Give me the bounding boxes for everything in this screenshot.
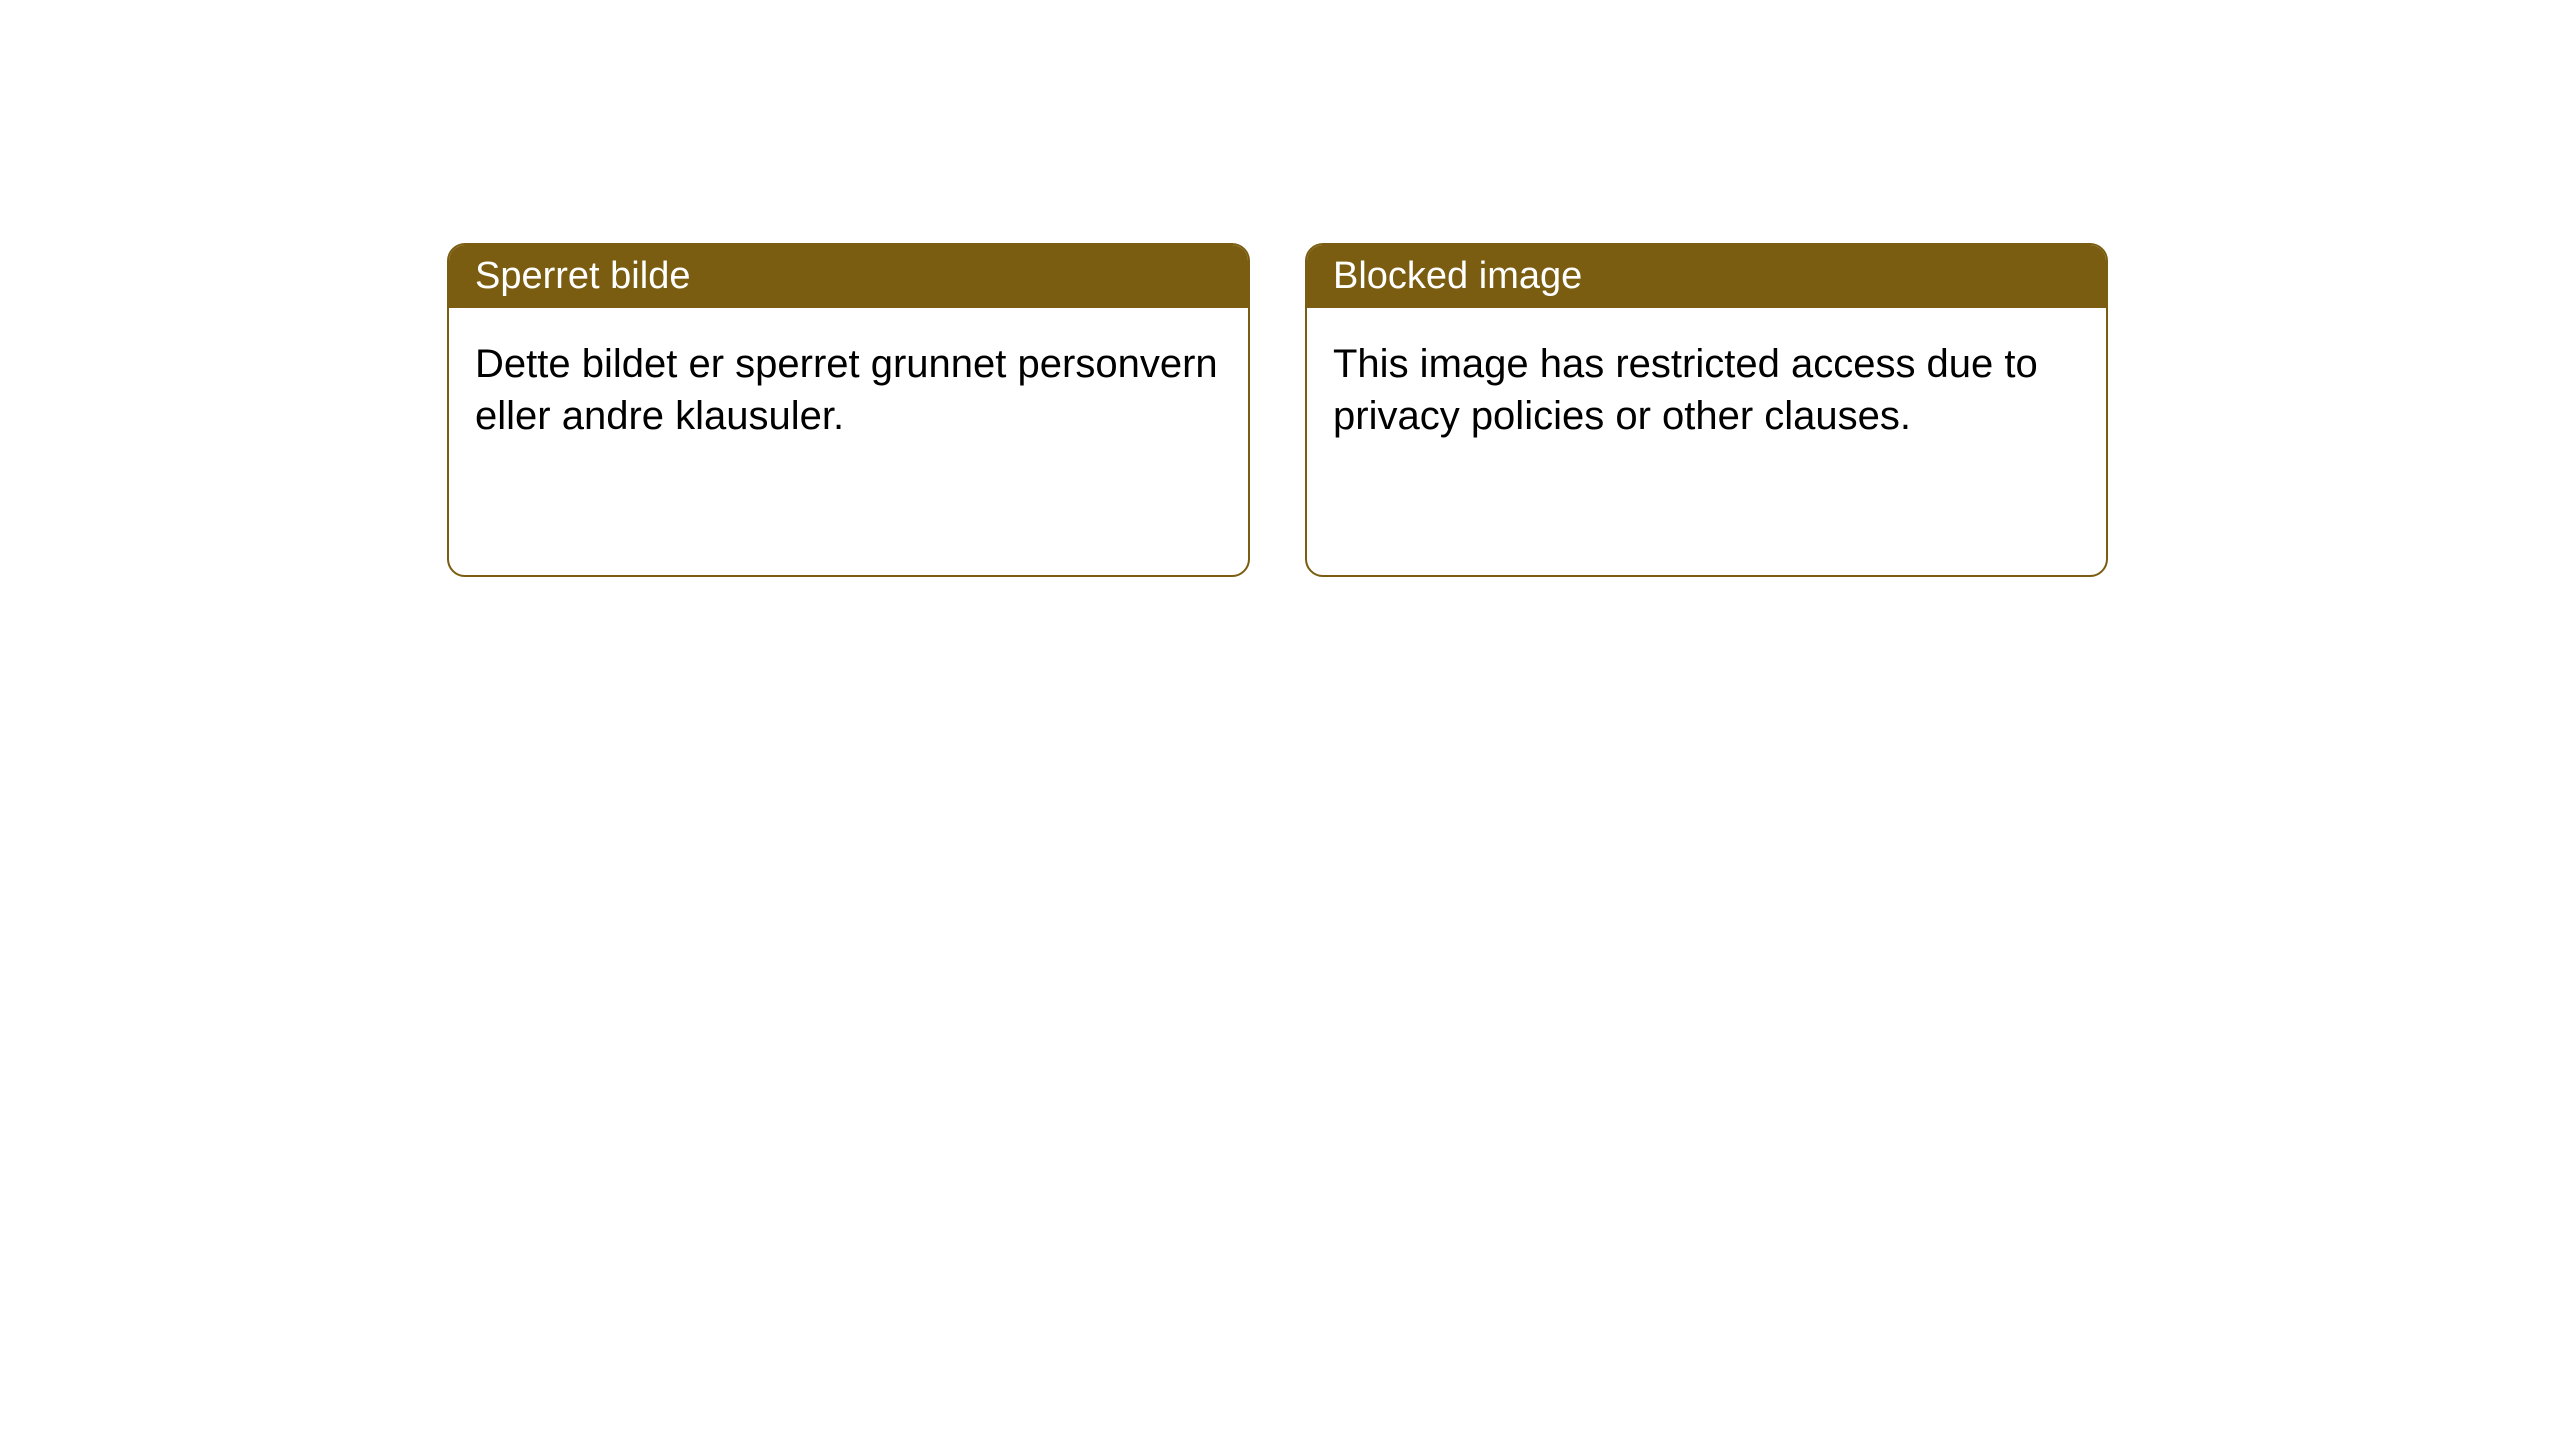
notice-title-text: Blocked image — [1333, 255, 1582, 297]
notice-header: Sperret bilde — [449, 245, 1248, 308]
notice-body: Dette bildet er sperret grunnet personve… — [449, 308, 1248, 472]
notice-title-text: Sperret bilde — [475, 255, 690, 297]
notice-body-text: Dette bildet er sperret grunnet personve… — [475, 342, 1218, 438]
notice-header: Blocked image — [1307, 245, 2106, 308]
notice-card-norwegian: Sperret bilde Dette bildet er sperret gr… — [447, 243, 1250, 577]
notice-body-text: This image has restricted access due to … — [1333, 342, 2038, 438]
notice-body: This image has restricted access due to … — [1307, 308, 2106, 472]
notice-container: Sperret bilde Dette bildet er sperret gr… — [0, 0, 2560, 577]
notice-card-english: Blocked image This image has restricted … — [1305, 243, 2108, 577]
